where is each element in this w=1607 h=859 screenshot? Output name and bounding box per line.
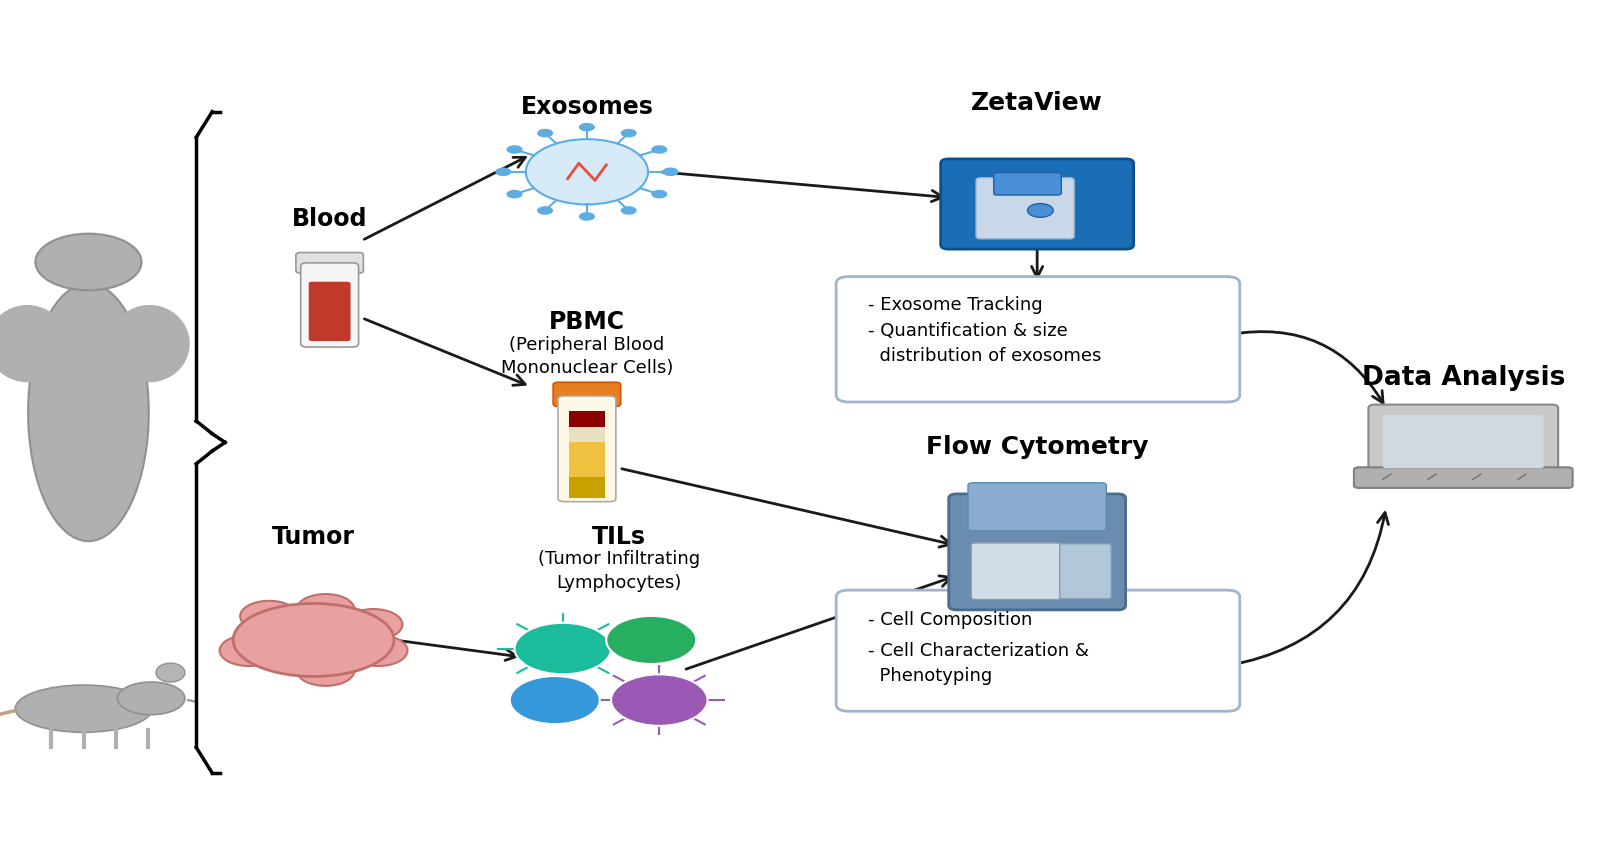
FancyBboxPatch shape bbox=[296, 253, 363, 273]
Circle shape bbox=[620, 206, 636, 215]
FancyBboxPatch shape bbox=[967, 483, 1106, 531]
Ellipse shape bbox=[109, 305, 190, 382]
Text: Flow Cytometry: Flow Cytometry bbox=[926, 435, 1147, 459]
Text: - Cell Composition: - Cell Composition bbox=[868, 612, 1032, 629]
FancyBboxPatch shape bbox=[1059, 544, 1110, 599]
FancyBboxPatch shape bbox=[836, 277, 1239, 402]
Text: Tumor: Tumor bbox=[272, 525, 355, 549]
Circle shape bbox=[606, 616, 696, 664]
Circle shape bbox=[349, 635, 407, 666]
Circle shape bbox=[509, 676, 599, 724]
Bar bbox=[569, 427, 604, 442]
Circle shape bbox=[514, 623, 611, 674]
Circle shape bbox=[525, 139, 648, 204]
Bar bbox=[569, 477, 604, 498]
Circle shape bbox=[662, 168, 678, 176]
Circle shape bbox=[537, 129, 553, 137]
Circle shape bbox=[506, 190, 522, 198]
Text: (Peripheral Blood
Mononuclear Cells): (Peripheral Blood Mononuclear Cells) bbox=[500, 336, 673, 377]
FancyBboxPatch shape bbox=[948, 494, 1125, 610]
Text: PBMC: PBMC bbox=[548, 310, 625, 334]
FancyBboxPatch shape bbox=[993, 173, 1061, 195]
Circle shape bbox=[537, 206, 553, 215]
Ellipse shape bbox=[233, 603, 394, 677]
FancyBboxPatch shape bbox=[553, 382, 620, 406]
Text: TILs: TILs bbox=[591, 525, 646, 549]
Circle shape bbox=[620, 129, 636, 137]
Circle shape bbox=[506, 145, 522, 154]
FancyBboxPatch shape bbox=[309, 282, 350, 341]
Text: Exosomes: Exosomes bbox=[521, 95, 652, 119]
Text: Data Analysis: Data Analysis bbox=[1361, 365, 1564, 391]
Circle shape bbox=[651, 190, 667, 198]
FancyBboxPatch shape bbox=[940, 159, 1133, 249]
Circle shape bbox=[579, 123, 595, 131]
Text: Blood: Blood bbox=[292, 207, 366, 231]
FancyBboxPatch shape bbox=[1368, 405, 1557, 476]
Ellipse shape bbox=[16, 685, 151, 732]
Circle shape bbox=[296, 594, 354, 625]
FancyBboxPatch shape bbox=[1353, 467, 1572, 488]
Text: - Quantification & size
  distribution of exosomes: - Quantification & size distribution of … bbox=[868, 322, 1101, 365]
Circle shape bbox=[1027, 204, 1053, 217]
Circle shape bbox=[239, 600, 297, 631]
Text: - Exosome Tracking: - Exosome Tracking bbox=[868, 296, 1043, 314]
Circle shape bbox=[611, 674, 707, 726]
Ellipse shape bbox=[156, 663, 185, 682]
FancyBboxPatch shape bbox=[975, 178, 1073, 239]
FancyBboxPatch shape bbox=[301, 263, 358, 347]
Circle shape bbox=[344, 609, 402, 640]
Circle shape bbox=[651, 145, 667, 154]
Ellipse shape bbox=[117, 682, 185, 715]
Circle shape bbox=[220, 635, 278, 666]
Text: (Tumor Infiltrating
Lymphocytes): (Tumor Infiltrating Lymphocytes) bbox=[538, 551, 699, 592]
FancyBboxPatch shape bbox=[971, 543, 1061, 600]
Circle shape bbox=[296, 655, 354, 685]
Bar bbox=[569, 442, 604, 477]
Text: ZetaView: ZetaView bbox=[971, 91, 1102, 115]
Text: - Cell Characterization &
  Phenotyping: - Cell Characterization & Phenotyping bbox=[868, 642, 1088, 685]
Ellipse shape bbox=[27, 283, 148, 541]
Circle shape bbox=[495, 168, 511, 176]
Circle shape bbox=[579, 212, 595, 221]
FancyBboxPatch shape bbox=[836, 590, 1239, 711]
FancyBboxPatch shape bbox=[558, 396, 615, 502]
Circle shape bbox=[35, 234, 141, 290]
Bar bbox=[569, 411, 604, 427]
FancyBboxPatch shape bbox=[1382, 415, 1543, 468]
Ellipse shape bbox=[0, 305, 67, 382]
